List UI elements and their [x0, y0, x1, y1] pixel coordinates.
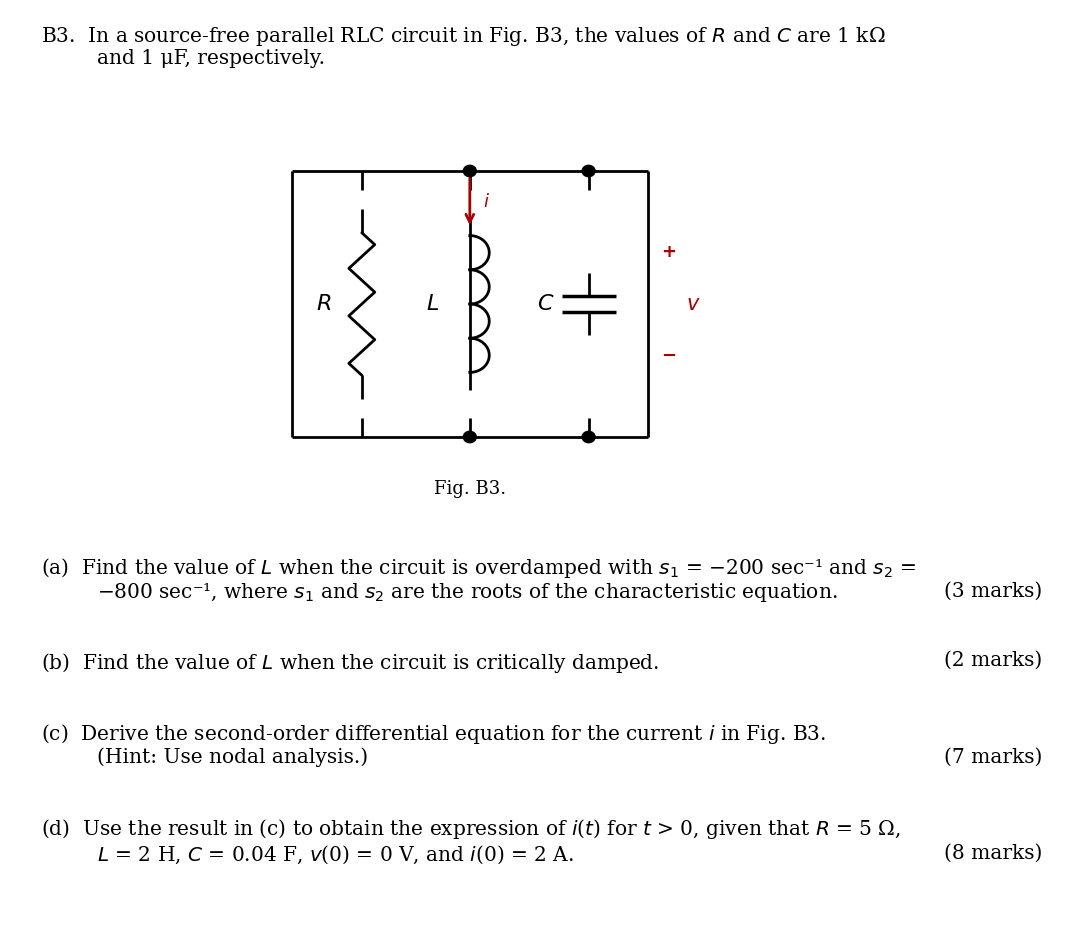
Circle shape: [463, 431, 476, 443]
Text: $i$: $i$: [483, 193, 489, 211]
Text: (2 marks): (2 marks): [944, 651, 1042, 670]
Text: (a)  Find the value of $L$ when the circuit is overdamped with $s_1$ = −200 sec⁻: (a) Find the value of $L$ when the circu…: [41, 556, 916, 580]
Text: (Hint: Use nodal analysis.): (Hint: Use nodal analysis.): [97, 748, 368, 768]
Text: and 1 μF, respectively.: and 1 μF, respectively.: [97, 49, 325, 68]
Text: $v$: $v$: [686, 294, 701, 314]
Circle shape: [463, 165, 476, 177]
Text: Fig. B3.: Fig. B3.: [434, 480, 505, 498]
Text: $L$: $L$: [427, 293, 440, 315]
Text: (8 marks): (8 marks): [944, 844, 1042, 863]
Circle shape: [582, 165, 595, 177]
Text: B3.  In a source-free parallel RLC circuit in Fig. B3, the values of $R$ and $C$: B3. In a source-free parallel RLC circui…: [41, 25, 886, 48]
Text: −: −: [661, 348, 676, 365]
Text: (3 marks): (3 marks): [944, 581, 1042, 600]
Text: $R$: $R$: [316, 293, 332, 315]
Text: (d)  Use the result in (c) to obtain the expression of $i$($t$) for $t$ > 0, giv: (d) Use the result in (c) to obtain the …: [41, 817, 901, 841]
Text: (b)  Find the value of $L$ when the circuit is critically damped.: (b) Find the value of $L$ when the circu…: [41, 651, 660, 674]
Text: −800 sec⁻¹, where $s_1$ and $s_2$ are the roots of the characteristic equation.: −800 sec⁻¹, where $s_1$ and $s_2$ are th…: [97, 581, 838, 604]
Text: $C$: $C$: [537, 293, 554, 315]
Text: +: +: [661, 243, 676, 260]
Text: (c)  Derive the second-order differential equation for the current $i$ in Fig. B: (c) Derive the second-order differential…: [41, 722, 826, 746]
Text: $L$ = 2 H, $C$ = 0.04 F, $v$(0) = 0 V, and $i$(0) = 2 A.: $L$ = 2 H, $C$ = 0.04 F, $v$(0) = 0 V, a…: [97, 844, 575, 866]
Circle shape: [582, 431, 595, 443]
Text: (7 marks): (7 marks): [944, 748, 1042, 767]
